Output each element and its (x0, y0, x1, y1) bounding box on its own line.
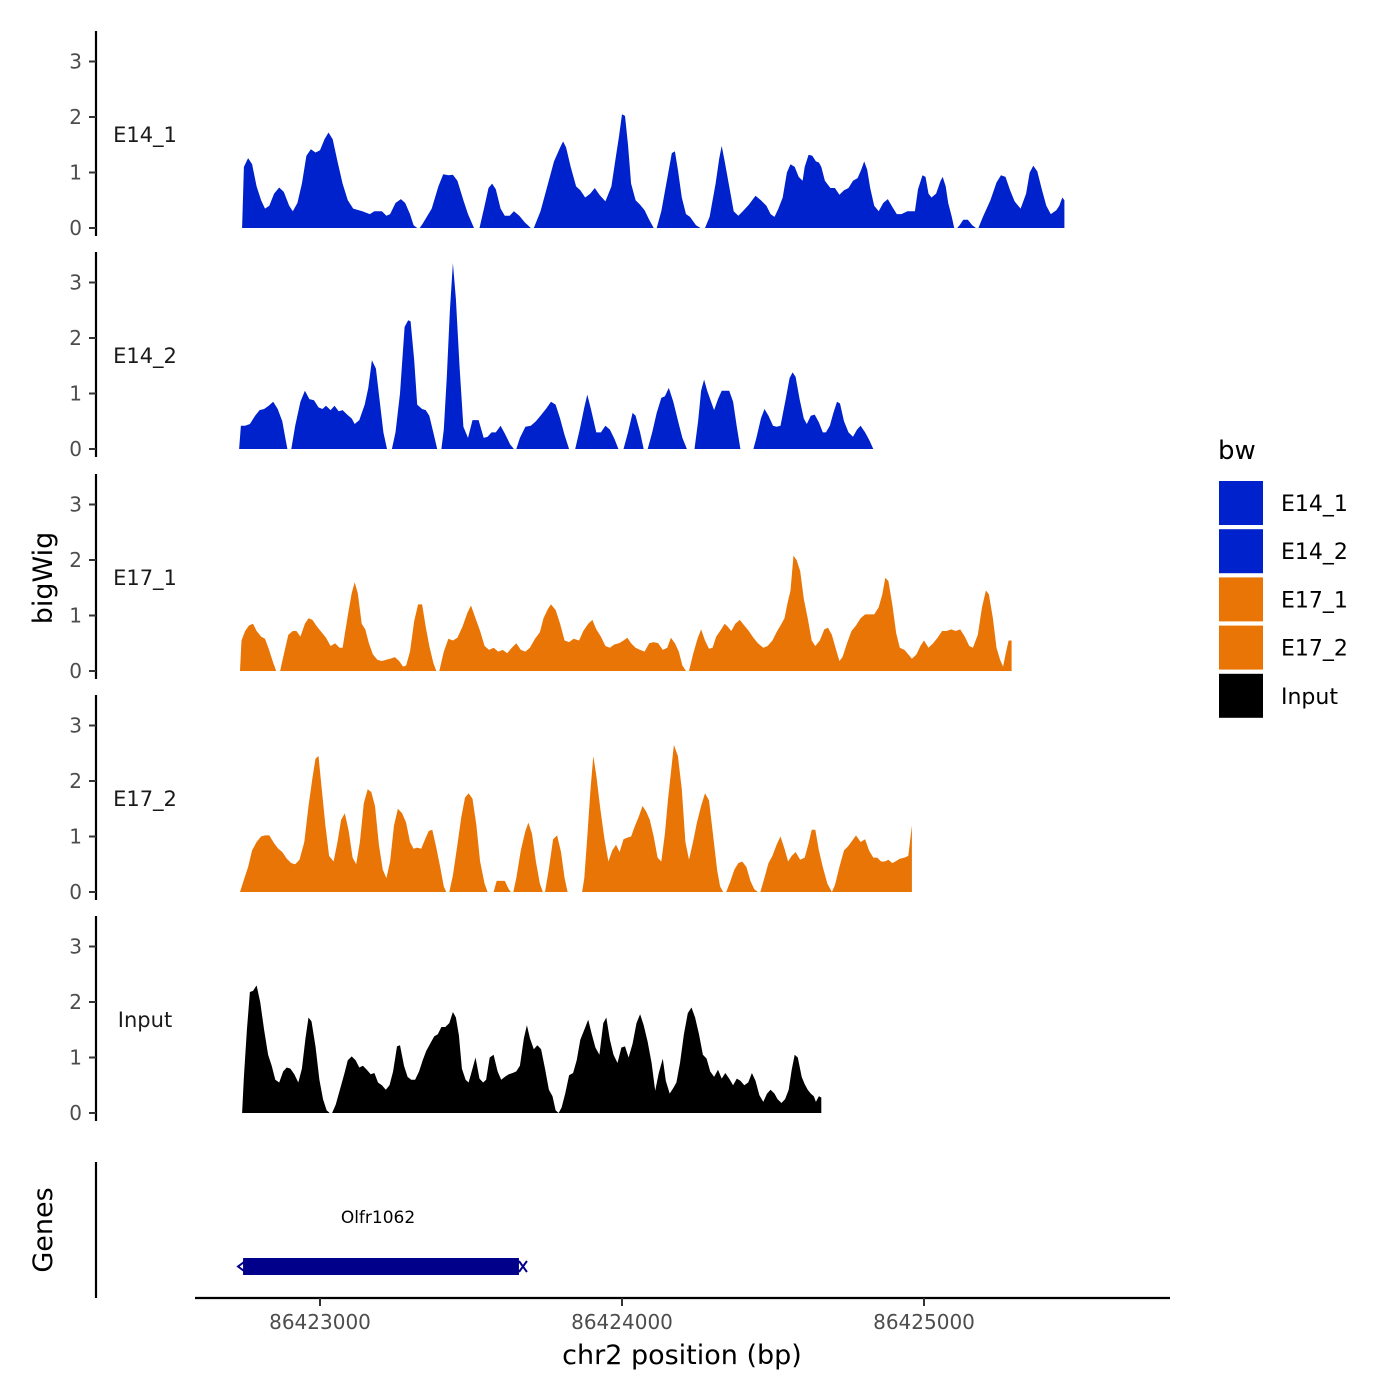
y-tick-label: 0 (69, 437, 82, 461)
y-tick-label: 2 (69, 990, 82, 1014)
x-tick-label: 86425000 (873, 1310, 975, 1334)
y-tick-label: 0 (69, 1101, 82, 1125)
legend: bw E14_1 E14_2 E17_1 E17_2 Input (1218, 436, 1348, 718)
x-axis-title: chr2 position (bp) (562, 1340, 802, 1371)
track-panel-E17_2: 0 1 2 3 E17_2 (69, 695, 912, 904)
legend-swatch-E14_1 (1219, 481, 1263, 525)
legend-label-E17_1: E17_1 (1281, 588, 1348, 613)
genes-axis-title: Genes (28, 1187, 59, 1272)
y-tick-label: 3 (69, 50, 82, 74)
area-series-Input (242, 985, 822, 1113)
y-tick-label: 1 (69, 825, 82, 849)
y-tick-label: 0 (69, 216, 82, 240)
legend-swatch-E17_2 (1219, 625, 1263, 670)
y-tick-label: 2 (69, 105, 82, 129)
gene-end-mark (518, 1260, 528, 1273)
area-series-E14_1 (242, 114, 1065, 228)
track-panel-E14_2: 0 1 2 3 E14_2 (69, 252, 874, 461)
track-label: E17_2 (113, 787, 177, 812)
track-panel-Input: 0 1 2 3 Input (69, 916, 822, 1125)
area-series-E14_2 (239, 263, 874, 449)
track-panel-E17_1: 0 1 2 3 E17_1 (69, 474, 1012, 683)
legend-label-E17_2: E17_2 (1281, 637, 1348, 662)
track-panel-E14_1: 0 1 2 3 E14_1 (69, 31, 1065, 240)
y-tick-label: 2 (69, 548, 82, 572)
y-axis-title: bigWig (28, 532, 59, 625)
x-tick-label: 86424000 (571, 1310, 673, 1334)
y-tick-label: 0 (69, 659, 82, 683)
y-tick-label: 1 (69, 604, 82, 628)
track-label: E14_2 (113, 344, 177, 369)
track-label: Input (118, 1008, 172, 1032)
track-panels: 0 1 2 3 E14_1 0 1 2 3 E14_2 0 1 2 3 E17_1 0 1 2 3 E17_2 0 1 2 3… (69, 31, 1065, 1125)
y-tick-label: 2 (69, 769, 82, 793)
genes-panel: Olfr1062 (94, 1162, 528, 1298)
x-axis: 86423000 86424000 86425000 (195, 1296, 1170, 1334)
legend-label-E14_2: E14_2 (1281, 540, 1348, 565)
y-tick-label: 3 (69, 714, 82, 738)
legend-label-Input: Input (1281, 685, 1338, 710)
gene-strand-arrow (236, 1261, 245, 1272)
x-tick-label: 86423000 (269, 1310, 371, 1334)
y-tick-label: 3 (69, 493, 82, 517)
y-tick-label: 3 (69, 935, 82, 959)
track-label: E14_1 (113, 123, 177, 148)
y-tick-label: 1 (69, 382, 82, 406)
y-tick-label: 0 (69, 880, 82, 904)
y-tick-label: 3 (69, 271, 82, 295)
legend-swatch-Input (1219, 673, 1263, 718)
legend-swatch-E17_1 (1219, 577, 1263, 622)
legend-label-E14_1: E14_1 (1281, 492, 1348, 517)
legend-swatch-E14_2 (1219, 529, 1263, 574)
y-tick-label: 2 (69, 326, 82, 350)
track-label: E17_1 (113, 566, 177, 591)
y-tick-label: 1 (69, 1046, 82, 1070)
y-tick-label: 1 (69, 161, 82, 185)
legend-title: bw (1218, 436, 1256, 466)
area-series-E17_2 (240, 744, 912, 892)
area-series-E17_1 (240, 555, 1012, 671)
gene-body (243, 1258, 519, 1275)
gene-label: Olfr1062 (341, 1208, 415, 1228)
